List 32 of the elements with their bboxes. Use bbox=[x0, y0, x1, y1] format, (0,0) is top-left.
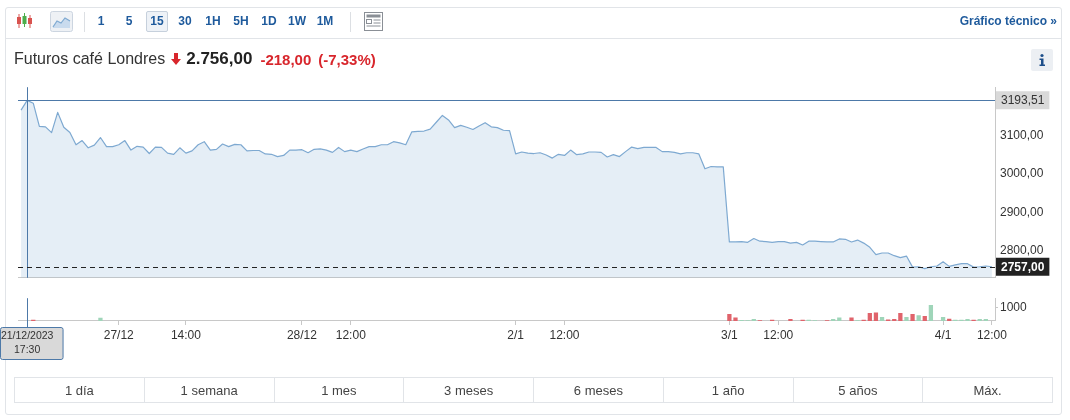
text: 5 años bbox=[792, 377, 924, 403]
text: 1 día bbox=[14, 377, 145, 403]
text: (-7,33%) bbox=[318, 50, 376, 68]
y-tick-label: 1000 bbox=[1000, 299, 1028, 314]
x-tick-label: 21/12/2023 17:30 bbox=[0, 328, 54, 355]
x-tick-label: 12:00 bbox=[976, 327, 1008, 342]
text: Máx. bbox=[922, 377, 1053, 403]
x-tick-label: 12:00 bbox=[335, 327, 367, 342]
text: 1 semana bbox=[143, 377, 275, 403]
x-tick-label: 3/1 bbox=[721, 327, 739, 342]
text: 6 meses bbox=[533, 377, 664, 403]
y-tick-label: 2800,00 bbox=[1000, 242, 1044, 257]
text: 3 meses bbox=[403, 377, 534, 403]
x-tick-label: 12:00 bbox=[763, 327, 794, 342]
chart-title: Futuros café Londres bbox=[14, 50, 166, 68]
x-tick-label: 14:00 bbox=[170, 327, 202, 342]
text: -218,00 bbox=[260, 50, 312, 68]
x-tick-label: 12:00 bbox=[549, 327, 580, 342]
ref-line-label: 2757,00 bbox=[1001, 259, 1045, 274]
x-tick-label: 27/12 bbox=[103, 327, 135, 342]
text: 1 año bbox=[662, 377, 794, 403]
ref-line-label: 3193,51 bbox=[1001, 93, 1045, 108]
text: Gráfico técnico » bbox=[959, 14, 1057, 28]
y-tick-label: 3100,00 bbox=[1000, 128, 1044, 143]
text: 2.756,00 bbox=[186, 49, 253, 69]
y-tick-label: 3000,00 bbox=[1000, 166, 1044, 181]
x-tick-label: 28/12 bbox=[286, 327, 318, 342]
text: 1 5 15 30 1H 5H 1D 1W 1M bbox=[97, 14, 334, 28]
y-tick-label: 2900,00 bbox=[1000, 204, 1044, 219]
x-tick-label: 2/1 bbox=[507, 327, 525, 342]
x-tick-label: 4/1 bbox=[934, 327, 952, 342]
text: 1 mes bbox=[273, 377, 405, 403]
